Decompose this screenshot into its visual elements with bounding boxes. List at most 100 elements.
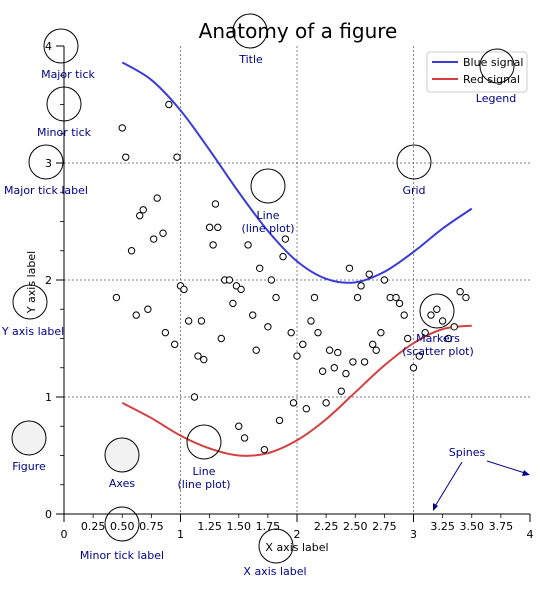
x-minor-tick-label: 0.75 (139, 520, 164, 533)
blue-line-circle (250, 168, 286, 204)
minor-tick-label-circle (104, 506, 140, 542)
scatter-point (456, 288, 464, 296)
x-major-tick-label: 3 (410, 528, 417, 541)
series-line-red (121, 324, 472, 457)
axes-circle (104, 437, 140, 473)
scatter-point (139, 206, 147, 214)
spines-arrowhead-down (433, 503, 438, 511)
scatter-point (314, 328, 322, 337)
x-minor-tick-label: 0.25 (81, 520, 106, 533)
scatter-point (349, 358, 357, 366)
y-major-tick-label: 3 (45, 157, 52, 170)
spines-annotation: Spines (449, 446, 486, 459)
x-minor-tick-label: 2.25 (314, 520, 339, 533)
scatter-point (462, 293, 470, 302)
y-axis-label: Y axis label (25, 251, 38, 314)
x-axis-label-annotation: X axis label (243, 565, 306, 578)
scatter-point (173, 153, 181, 161)
scatter-point (357, 282, 365, 290)
chart-title: Anatomy of a figure (199, 19, 398, 43)
scatter-point (365, 270, 373, 278)
scatter-point (190, 393, 199, 401)
scatter-point (153, 194, 161, 202)
grid-annotation: Grid (402, 184, 425, 197)
y-axis-label-circle (12, 284, 48, 320)
scatter-point (342, 369, 350, 378)
minor-tick-circle (46, 86, 82, 122)
scatter-point (244, 241, 252, 249)
scatter-point (122, 153, 130, 161)
scatter-point (353, 293, 362, 302)
scatter-point (229, 299, 237, 308)
scatter-point (272, 293, 280, 302)
scatter-point (380, 276, 389, 284)
scatter-point (369, 340, 377, 349)
y-major-tick-label: 0 (45, 508, 52, 521)
scatter-point (237, 285, 245, 294)
scatter-point (214, 223, 222, 232)
title-marker-circle (232, 13, 268, 49)
legend-annotation: Legend (476, 92, 516, 105)
scatter-point (415, 352, 424, 360)
scatter-point (307, 317, 315, 325)
scatter-point (281, 235, 290, 243)
scatter-point (427, 311, 435, 319)
scatter-point (136, 211, 144, 220)
scatter-point (144, 305, 152, 313)
y-major-tick-label: 2 (45, 274, 52, 287)
scatter-point (209, 241, 217, 249)
spines-arrowhead-right (522, 470, 530, 476)
scatter-point (395, 299, 404, 308)
x-major-tick-label: 4 (527, 528, 534, 541)
scatter-point (360, 358, 369, 366)
scatter-point (132, 311, 140, 319)
scatter-point (225, 276, 234, 284)
scatter-point (377, 328, 385, 337)
scatter-point (372, 346, 380, 354)
scatter-point (165, 100, 173, 109)
scatter-point (450, 323, 458, 331)
scatter-point (252, 346, 260, 354)
scatter-point (256, 264, 264, 272)
scatter-point (438, 317, 447, 325)
major-tick-label-circle (28, 144, 64, 180)
scatter-point (403, 334, 412, 343)
scatter-point (184, 317, 193, 325)
minor-tick-annotation: Minor tick (37, 126, 92, 139)
annotations: Title Major tick Minor tick Major tick l… (1, 13, 530, 578)
y-major-tick-label: 4 (45, 40, 52, 53)
red-line-circle (186, 424, 222, 460)
x-major-tick-label: 2 (294, 528, 301, 541)
scatter-point (267, 276, 276, 284)
spines-arrow-right (486, 460, 529, 475)
scatter-point (235, 422, 243, 430)
legend-circle (479, 48, 515, 84)
markers-circle (419, 293, 455, 329)
scatter-point (170, 340, 179, 349)
scatter-point (392, 293, 400, 302)
x-minor-tick-label: 1.75 (256, 520, 281, 533)
scatter-point (279, 252, 287, 261)
scatter-point (205, 223, 214, 232)
blue-line-annotation-1: Line (257, 209, 280, 222)
x-axis-label: X axis label (265, 541, 328, 554)
y-axis-label-annotation: Y axis label (1, 325, 64, 338)
blue-line-annotation-2: (line plot) (241, 222, 294, 235)
scatter-point (249, 311, 257, 319)
scatter-point (293, 352, 301, 360)
scatter-point (159, 229, 167, 237)
x-minor-tick-label: 3.50 (460, 520, 485, 533)
tick-labels: 0 1 2 3 4 0 1 2 3 4 0.25 0.50 0.75 1.25 1.50 1.75 2.25 2.… (45, 40, 534, 541)
scatter-point (127, 247, 136, 255)
scatter-point (180, 285, 188, 294)
figure-annotation: Figure (12, 460, 46, 473)
scatter-point (264, 323, 272, 331)
legend-red-label: Red signal (463, 73, 520, 86)
y-major-tick-label: 1 (45, 391, 52, 404)
scatter-point (299, 340, 307, 349)
x-major-tick-label: 1 (177, 528, 184, 541)
scatter-point (409, 364, 418, 372)
spines-arrow-down (433, 461, 463, 509)
scatter-point (118, 124, 126, 132)
